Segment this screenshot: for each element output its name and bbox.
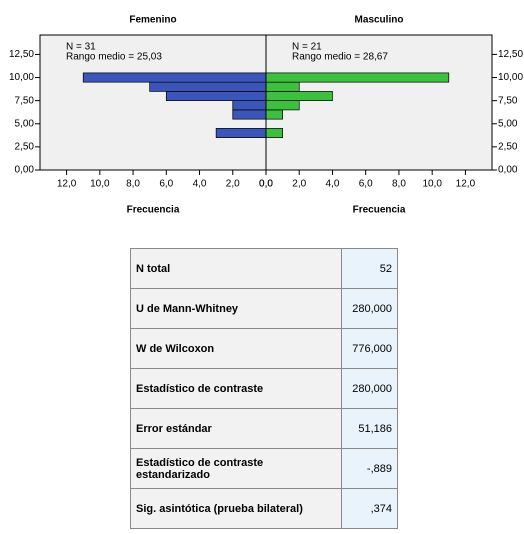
value-cell: 280,000 (341, 288, 398, 329)
label-cell: Estadístico de contraste (130, 368, 342, 409)
bar (265, 109, 283, 120)
panel-title: Masculino (355, 15, 404, 26)
label-cell: N total (130, 248, 342, 289)
bar (165, 91, 267, 102)
value-cell: 776,000 (341, 328, 398, 369)
x-axis-label: Frecuencia (127, 205, 180, 216)
y-tick-label: 5,00 (498, 118, 518, 129)
y-tick-label: 2,50 (15, 142, 35, 153)
x-tick-label: 4,0 (326, 179, 340, 190)
y-tick-label: 0,00 (15, 165, 35, 176)
x-tick-label: 4,0 (193, 179, 207, 190)
x-tick-label: 10,0 (422, 179, 442, 190)
x-tick-label: 12,0 (456, 179, 476, 190)
x-tick-label: 0,0 (259, 179, 273, 190)
y-tick-label: 10,00 (9, 72, 34, 83)
label-cell: U de Mann-Whitney (130, 288, 342, 329)
bar (232, 109, 267, 120)
x-tick-label: 8,0 (126, 179, 140, 190)
bar (265, 72, 450, 83)
bar (265, 81, 300, 92)
y-tick-label: 7,50 (15, 95, 35, 106)
x-tick-label: 8,0 (392, 179, 406, 190)
x-tick-label: 6,0 (159, 179, 173, 190)
value-cell: 52 (341, 248, 398, 289)
bar (215, 128, 267, 138)
annotation: N = 21 (292, 42, 322, 53)
table-row: Error estándar 51,186 (130, 408, 398, 449)
panel-title: Femenino (129, 15, 176, 26)
bar (265, 100, 300, 111)
x-axis-label: Frecuencia (353, 205, 406, 216)
table-row: N total 52 (130, 248, 398, 289)
y-tick-label: 7,50 (498, 95, 518, 106)
table-row: Estadístico de contraste estandarizado -,… (130, 448, 398, 489)
x-tick-label: 2,0 (226, 179, 240, 190)
stats-table: N total 52 U de Mann-Whitney 280,000 W de Wi… (130, 248, 398, 529)
bar (82, 72, 267, 83)
table-row: U de Mann-Whitney 280,000 (130, 288, 398, 329)
label-cell: Sig. asintótica (prueba bilateral) (130, 488, 342, 529)
bar (232, 100, 267, 111)
y-tick-label: 5,00 (15, 118, 35, 129)
label-cell: W de Wilcoxon (130, 328, 342, 369)
value-cell: 51,186 (341, 408, 398, 449)
label-cell: Estadístico de contraste estandarizado (130, 448, 342, 489)
x-tick-label: 10,0 (90, 179, 110, 190)
annotation: Rango medio = 25,03 (66, 52, 162, 63)
y-tick-label: 12,50 (498, 49, 523, 60)
y-tick-label: 2,50 (498, 142, 518, 153)
y-tick-label: 12,50 (9, 49, 34, 60)
x-tick-label: 2,0 (292, 179, 306, 190)
y-tick-label: 0,00 (498, 165, 518, 176)
annotation: N = 31 (66, 42, 96, 53)
table-row: Sig. asintótica (prueba bilateral) ,374 (130, 488, 398, 529)
value-cell: ,374 (341, 488, 398, 529)
table-row: W de Wilcoxon 776,000 (130, 328, 398, 369)
y-tick-label: 10,00 (498, 72, 523, 83)
table-row: Estadístico de contraste 280,000 (130, 368, 398, 409)
x-tick-label: 12,0 (57, 179, 77, 190)
bar (265, 91, 333, 102)
value-cell: 280,000 (341, 368, 398, 409)
value-cell: -,889 (341, 448, 398, 489)
label-cell: Error estándar (130, 408, 342, 449)
bar (149, 81, 267, 92)
x-tick-label: 6,0 (359, 179, 373, 190)
bar (265, 128, 283, 138)
annotation: Rango medio = 28,67 (292, 52, 388, 63)
x-tick-label: 0,0 (259, 179, 273, 190)
